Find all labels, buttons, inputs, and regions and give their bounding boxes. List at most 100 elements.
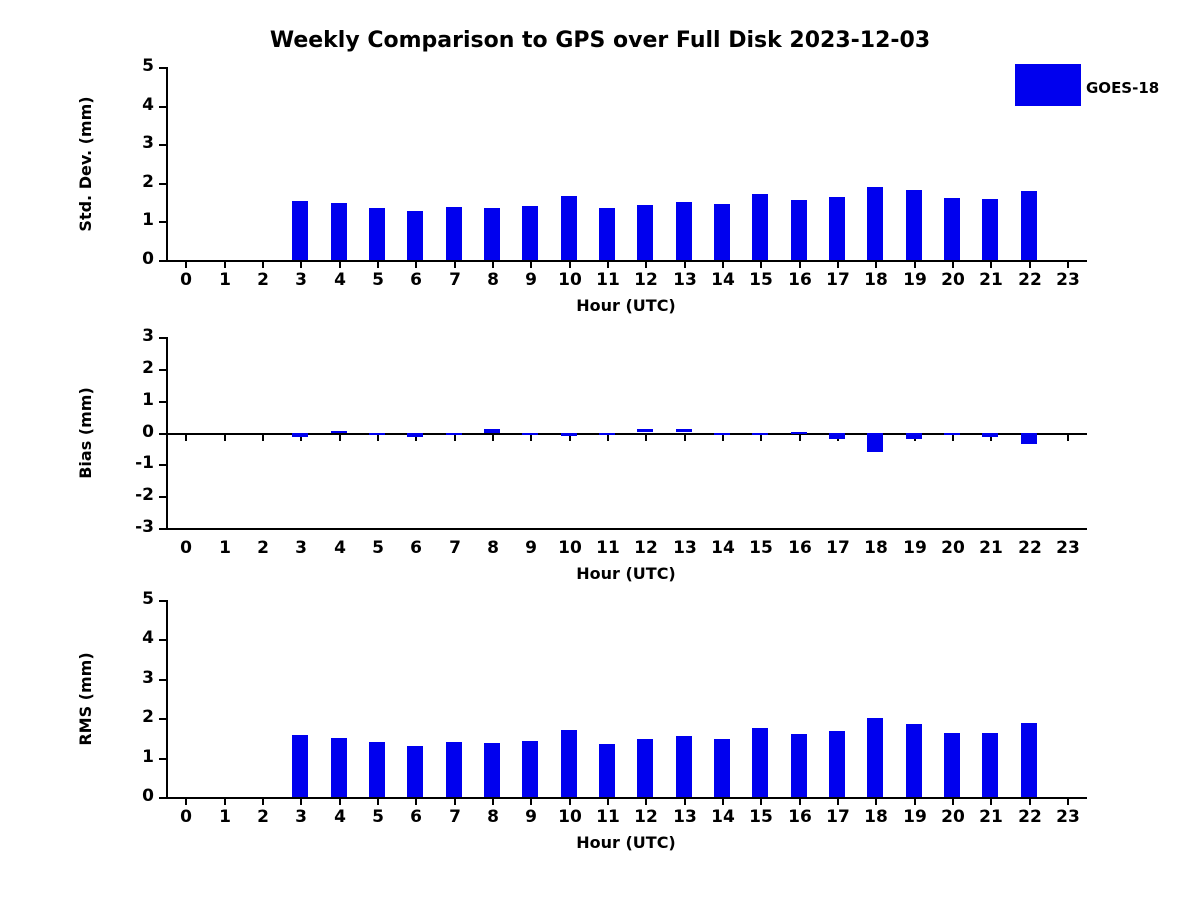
x-tick-label-rms-7: 7 [449,807,461,827]
bar-bias-hour-17 [829,433,845,439]
x-axis-title-rms: Hour (UTC) [576,833,676,852]
y-tick-label-bias--1: -1 [135,453,154,473]
y-tick-std-dev-3 [159,144,167,146]
x-tick-bias-12 [645,433,647,441]
x-tick-label-bias-1: 1 [219,538,231,558]
y-tick-label-bias--3: -3 [135,517,154,537]
x-tick-bias-11 [607,433,609,441]
x-tick-label-bias-11: 11 [596,538,620,558]
x-tick-label-std-dev-3: 3 [295,270,307,290]
x-tick-rms-22 [1029,797,1031,805]
bar-std-dev-hour-5 [369,208,385,260]
x-tick-rms-7 [454,797,456,805]
x-tick-label-bias-15: 15 [749,538,773,558]
bar-bias-hour-15 [752,433,768,435]
x-tick-std-dev-10 [569,260,571,268]
bar-rms-hour-13 [676,736,692,797]
x-tick-std-dev-12 [645,260,647,268]
bar-std-dev-hour-19 [906,190,922,260]
bar-rms-hour-14 [714,739,730,797]
y-tick-label-std-dev-3: 3 [142,133,154,153]
x-tick-label-rms-19: 19 [903,807,927,827]
x-axis-title-bias: Hour (UTC) [576,564,676,583]
bar-rms-hour-17 [829,731,845,797]
x-axis-bottom-line-bias [166,528,1087,530]
x-tick-label-rms-15: 15 [749,807,773,827]
x-tick-bias-7 [454,433,456,441]
bar-rms-hour-9 [522,741,538,797]
x-tick-label-bias-4: 4 [334,538,346,558]
x-tick-rms-21 [990,797,992,805]
x-tick-rms-3 [300,797,302,805]
x-tick-std-dev-16 [799,260,801,268]
y-tick-bias--3 [159,528,167,530]
x-tick-label-rms-16: 16 [788,807,812,827]
x-tick-label-rms-20: 20 [941,807,965,827]
x-tick-label-rms-23: 23 [1056,807,1080,827]
x-tick-std-dev-0 [185,260,187,268]
x-tick-label-std-dev-18: 18 [864,270,888,290]
x-tick-label-std-dev-7: 7 [449,270,461,290]
bar-rms-hour-19 [906,724,922,797]
x-tick-label-bias-8: 8 [487,538,499,558]
x-tick-bias-6 [415,433,417,441]
x-tick-label-std-dev-23: 23 [1056,270,1080,290]
x-tick-rms-12 [645,797,647,805]
y-tick-rms-3 [159,679,167,681]
y-tick-label-rms-2: 2 [142,707,154,727]
x-tick-label-rms-17: 17 [826,807,850,827]
x-tick-label-std-dev-12: 12 [634,270,658,290]
x-tick-label-bias-19: 19 [903,538,927,558]
x-tick-std-dev-13 [684,260,686,268]
y-tick-bias-1 [159,401,167,403]
x-tick-std-dev-3 [300,260,302,268]
x-tick-std-dev-23 [1067,260,1069,268]
x-axis-line-rms [166,797,1087,799]
y-axis-title-rms: RMS (mm) [76,651,95,746]
x-tick-rms-17 [837,797,839,805]
bar-bias-hour-20 [944,433,960,435]
y-tick-label-rms-1: 1 [142,747,154,767]
x-tick-bias-5 [377,433,379,441]
x-axis-line-std-dev [166,260,1087,262]
bar-bias-hour-8 [484,429,500,433]
x-tick-bias-9 [530,433,532,441]
x-tick-bias-13 [684,433,686,441]
y-tick-label-std-dev-0: 0 [142,249,154,269]
y-tick-label-std-dev-4: 4 [142,95,154,115]
x-tick-label-rms-3: 3 [295,807,307,827]
x-tick-label-std-dev-22: 22 [1018,270,1042,290]
x-axis-line-bias [166,433,1087,435]
bar-rms-hour-21 [982,733,998,797]
bar-rms-hour-16 [791,734,807,797]
x-tick-label-std-dev-4: 4 [334,270,346,290]
x-tick-label-bias-10: 10 [558,538,582,558]
x-tick-label-rms-14: 14 [711,807,735,827]
bar-std-dev-hour-16 [791,200,807,260]
x-tick-label-rms-21: 21 [979,807,1003,827]
bar-std-dev-hour-8 [484,208,500,260]
x-tick-label-bias-20: 20 [941,538,965,558]
x-tick-std-dev-2 [262,260,264,268]
x-tick-rms-1 [224,797,226,805]
page-title: Weekly Comparison to GPS over Full Disk … [269,28,931,53]
x-tick-label-bias-7: 7 [449,538,461,558]
bar-std-dev-hour-15 [752,194,768,260]
bar-std-dev-hour-14 [714,204,730,260]
bar-rms-hour-11 [599,744,615,797]
bar-bias-hour-3 [292,433,308,437]
bar-std-dev-hour-22 [1021,191,1037,260]
x-tick-label-bias-17: 17 [826,538,850,558]
bar-std-dev-hour-21 [982,199,998,260]
y-tick-std-dev-1 [159,221,167,223]
bar-std-dev-hour-3 [292,201,308,260]
bar-rms-hour-15 [752,728,768,797]
x-axis-title-std-dev: Hour (UTC) [576,296,676,315]
x-tick-bias-4 [339,433,341,441]
x-tick-label-bias-23: 23 [1056,538,1080,558]
x-tick-label-std-dev-21: 21 [979,270,1003,290]
x-tick-label-rms-5: 5 [372,807,384,827]
bar-std-dev-hour-17 [829,197,845,260]
y-axis-title-std-dev: Std. Dev. (mm) [76,95,95,232]
x-tick-bias-23 [1067,433,1069,441]
